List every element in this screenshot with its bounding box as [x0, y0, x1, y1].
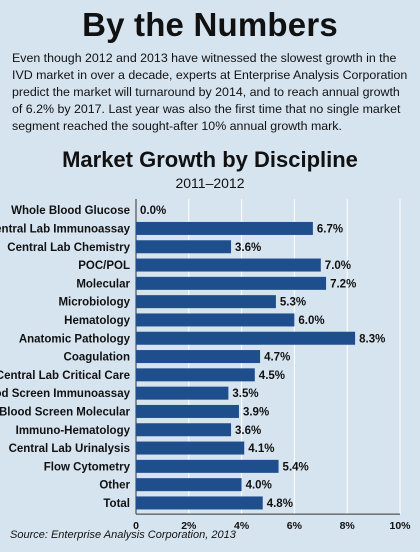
- data-label: 7.2%: [330, 278, 356, 290]
- data-label: 8.3%: [359, 333, 385, 345]
- data-label: 3.6%: [235, 242, 261, 254]
- category-label: Molecular: [76, 278, 130, 290]
- x-tick-label: 0: [133, 520, 139, 532]
- x-tick-label: 8%: [340, 520, 356, 532]
- data-label: 6.7%: [317, 223, 343, 235]
- category-label: Blood Screen Immunoassay: [0, 388, 131, 400]
- data-label: 5.4%: [283, 461, 309, 473]
- bar: [136, 313, 295, 327]
- category-label: Central Lab Chemistry: [7, 242, 130, 254]
- data-label: 4.7%: [264, 352, 290, 364]
- x-tick-label: 6%: [287, 520, 303, 532]
- bar: [136, 478, 242, 492]
- bar: [136, 459, 279, 473]
- data-label: 7.0%: [325, 260, 351, 272]
- category-label: Central Lab Immunoassay: [0, 223, 131, 235]
- category-label: Total: [103, 498, 130, 510]
- data-label: 6.0%: [298, 315, 324, 327]
- category-label: POC/POL: [78, 260, 130, 272]
- data-label: 4.5%: [259, 370, 285, 382]
- chart-subtitle: 2011–2012: [175, 175, 245, 191]
- x-tick-label: 10%: [389, 520, 411, 532]
- bar: [136, 386, 229, 400]
- intro-paragraph: Even though 2012 and 2013 have witnessed…: [12, 51, 408, 133]
- bar: [136, 331, 356, 345]
- bar: [136, 276, 327, 290]
- category-label: Central Lab Urinalysis: [9, 443, 130, 455]
- bar: [136, 404, 239, 418]
- x-tick-label: 2%: [181, 520, 197, 532]
- category-label: Central Lab Critical Care: [0, 370, 130, 382]
- category-label: Coagulation: [64, 352, 130, 364]
- headline: By the Numbers: [82, 6, 338, 43]
- bar: [136, 221, 313, 235]
- data-label: 4.0%: [246, 480, 272, 492]
- data-label: 3.6%: [235, 425, 261, 437]
- category-label: Blood Screen Molecular: [0, 406, 131, 418]
- category-label: Anatomic Pathology: [19, 333, 131, 345]
- bar: [136, 240, 232, 254]
- source-note: Source: Enterprise Analysis Corporation,…: [10, 529, 236, 541]
- data-label: 3.9%: [243, 406, 269, 418]
- data-label: 4.8%: [267, 498, 293, 510]
- category-label: Flow Cytometry: [44, 461, 131, 473]
- bar: [136, 350, 261, 364]
- data-label: 0.0%: [140, 205, 166, 217]
- category-label: Whole Blood Glucose: [11, 205, 130, 217]
- x-tick-label: 4%: [234, 520, 250, 532]
- data-label: 4.1%: [248, 443, 274, 455]
- bar: [136, 295, 276, 309]
- bar: [136, 496, 263, 510]
- category-label: Microbiology: [58, 297, 130, 309]
- bar: [136, 258, 321, 272]
- category-label: Other: [99, 480, 130, 492]
- bar: [136, 368, 255, 382]
- data-label: 3.5%: [232, 388, 258, 400]
- data-label: 5.3%: [280, 297, 306, 309]
- bar: [136, 441, 245, 455]
- bar: [136, 423, 232, 437]
- chart-title: Market Growth by Discipline: [62, 147, 358, 172]
- category-label: Hematology: [64, 315, 130, 327]
- category-label: Immuno-Hematology: [16, 425, 131, 437]
